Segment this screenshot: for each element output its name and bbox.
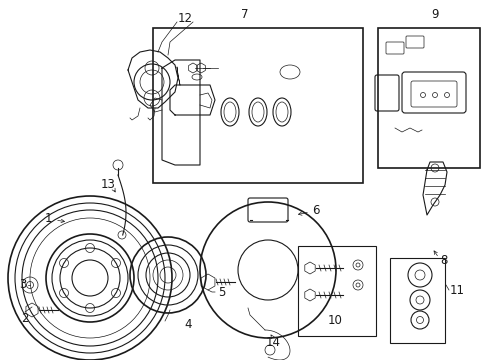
Text: 10: 10	[327, 314, 343, 327]
Bar	[390, 258, 445, 343]
Text: 3: 3	[19, 279, 26, 292]
Text: 6: 6	[312, 203, 319, 216]
Text: 4: 4	[184, 319, 192, 332]
Bar	[153, 28, 363, 183]
Text: 2: 2	[21, 311, 29, 324]
Bar	[378, 28, 480, 168]
Text: 7: 7	[241, 9, 249, 22]
Text: 12: 12	[177, 12, 193, 24]
Text: 11: 11	[450, 284, 465, 297]
Text: 14: 14	[266, 336, 280, 348]
Text: 13: 13	[100, 179, 116, 192]
Text: 9: 9	[431, 9, 439, 22]
Text: 8: 8	[440, 253, 447, 266]
Text: 1: 1	[45, 211, 52, 225]
Bar	[298, 246, 376, 336]
Text: 5: 5	[218, 287, 225, 300]
